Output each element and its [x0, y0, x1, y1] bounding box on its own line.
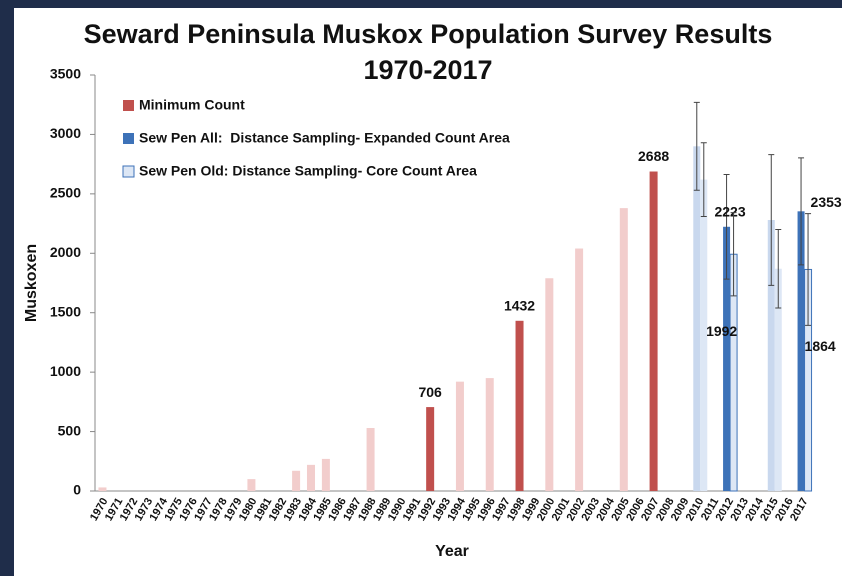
legend-swatch — [123, 100, 134, 111]
data-label: 2223 — [714, 203, 745, 219]
bar — [98, 487, 107, 491]
bar — [649, 171, 658, 491]
bar — [366, 428, 375, 491]
y-tick-label: 1000 — [50, 363, 81, 379]
error-bar — [723, 173, 730, 280]
bar — [767, 220, 775, 491]
bar — [700, 179, 708, 491]
error-bar — [730, 212, 737, 297]
legend-swatch — [123, 133, 134, 144]
data-label: 1992 — [706, 323, 737, 339]
data-label: 706 — [418, 384, 442, 400]
bar — [774, 268, 782, 491]
bar — [321, 458, 330, 491]
error-bar — [700, 142, 707, 217]
bar — [693, 146, 701, 492]
error-bar — [798, 157, 805, 266]
error-bar — [775, 229, 782, 309]
y-tick-label: 500 — [58, 422, 82, 438]
data-label: 1864 — [805, 338, 836, 354]
bar — [619, 208, 628, 491]
y-tick-label: 2000 — [50, 244, 81, 260]
bar — [426, 407, 435, 491]
bar — [723, 226, 731, 491]
y-tick-label: 1500 — [50, 303, 81, 319]
bar — [455, 381, 464, 491]
data-label: 1432 — [504, 297, 535, 313]
bar — [515, 320, 524, 491]
y-tick-label: 2500 — [50, 185, 81, 201]
x-axis-title: Year — [435, 543, 469, 560]
bar — [292, 470, 301, 491]
y-tick-label: 3500 — [50, 66, 81, 82]
y-tick-label: 0 — [73, 482, 81, 498]
legend-label: Sew Pen Old: Distance Sampling- Core Cou… — [139, 163, 477, 179]
bar — [575, 248, 584, 491]
bar — [306, 464, 315, 491]
error-bar — [805, 213, 812, 326]
chart-subtitle: 1970-2017 — [363, 55, 492, 85]
y-axis-title: Muskoxen — [23, 244, 40, 322]
legend-label: Minimum Count — [139, 97, 245, 113]
y-tick-label: 3000 — [50, 125, 81, 141]
legend-swatch — [122, 165, 135, 178]
error-bar — [693, 101, 700, 191]
bar — [247, 479, 256, 491]
bar — [797, 211, 805, 491]
bar — [545, 278, 554, 491]
chart-title: Seward Peninsula Muskox Population Surve… — [84, 19, 773, 49]
data-label: 2353 — [811, 194, 842, 210]
error-bar — [768, 154, 775, 286]
data-label: 2688 — [638, 148, 669, 164]
bar — [485, 378, 494, 491]
legend-label: Sew Pen All: Distance Sampling- Expanded… — [139, 130, 510, 146]
